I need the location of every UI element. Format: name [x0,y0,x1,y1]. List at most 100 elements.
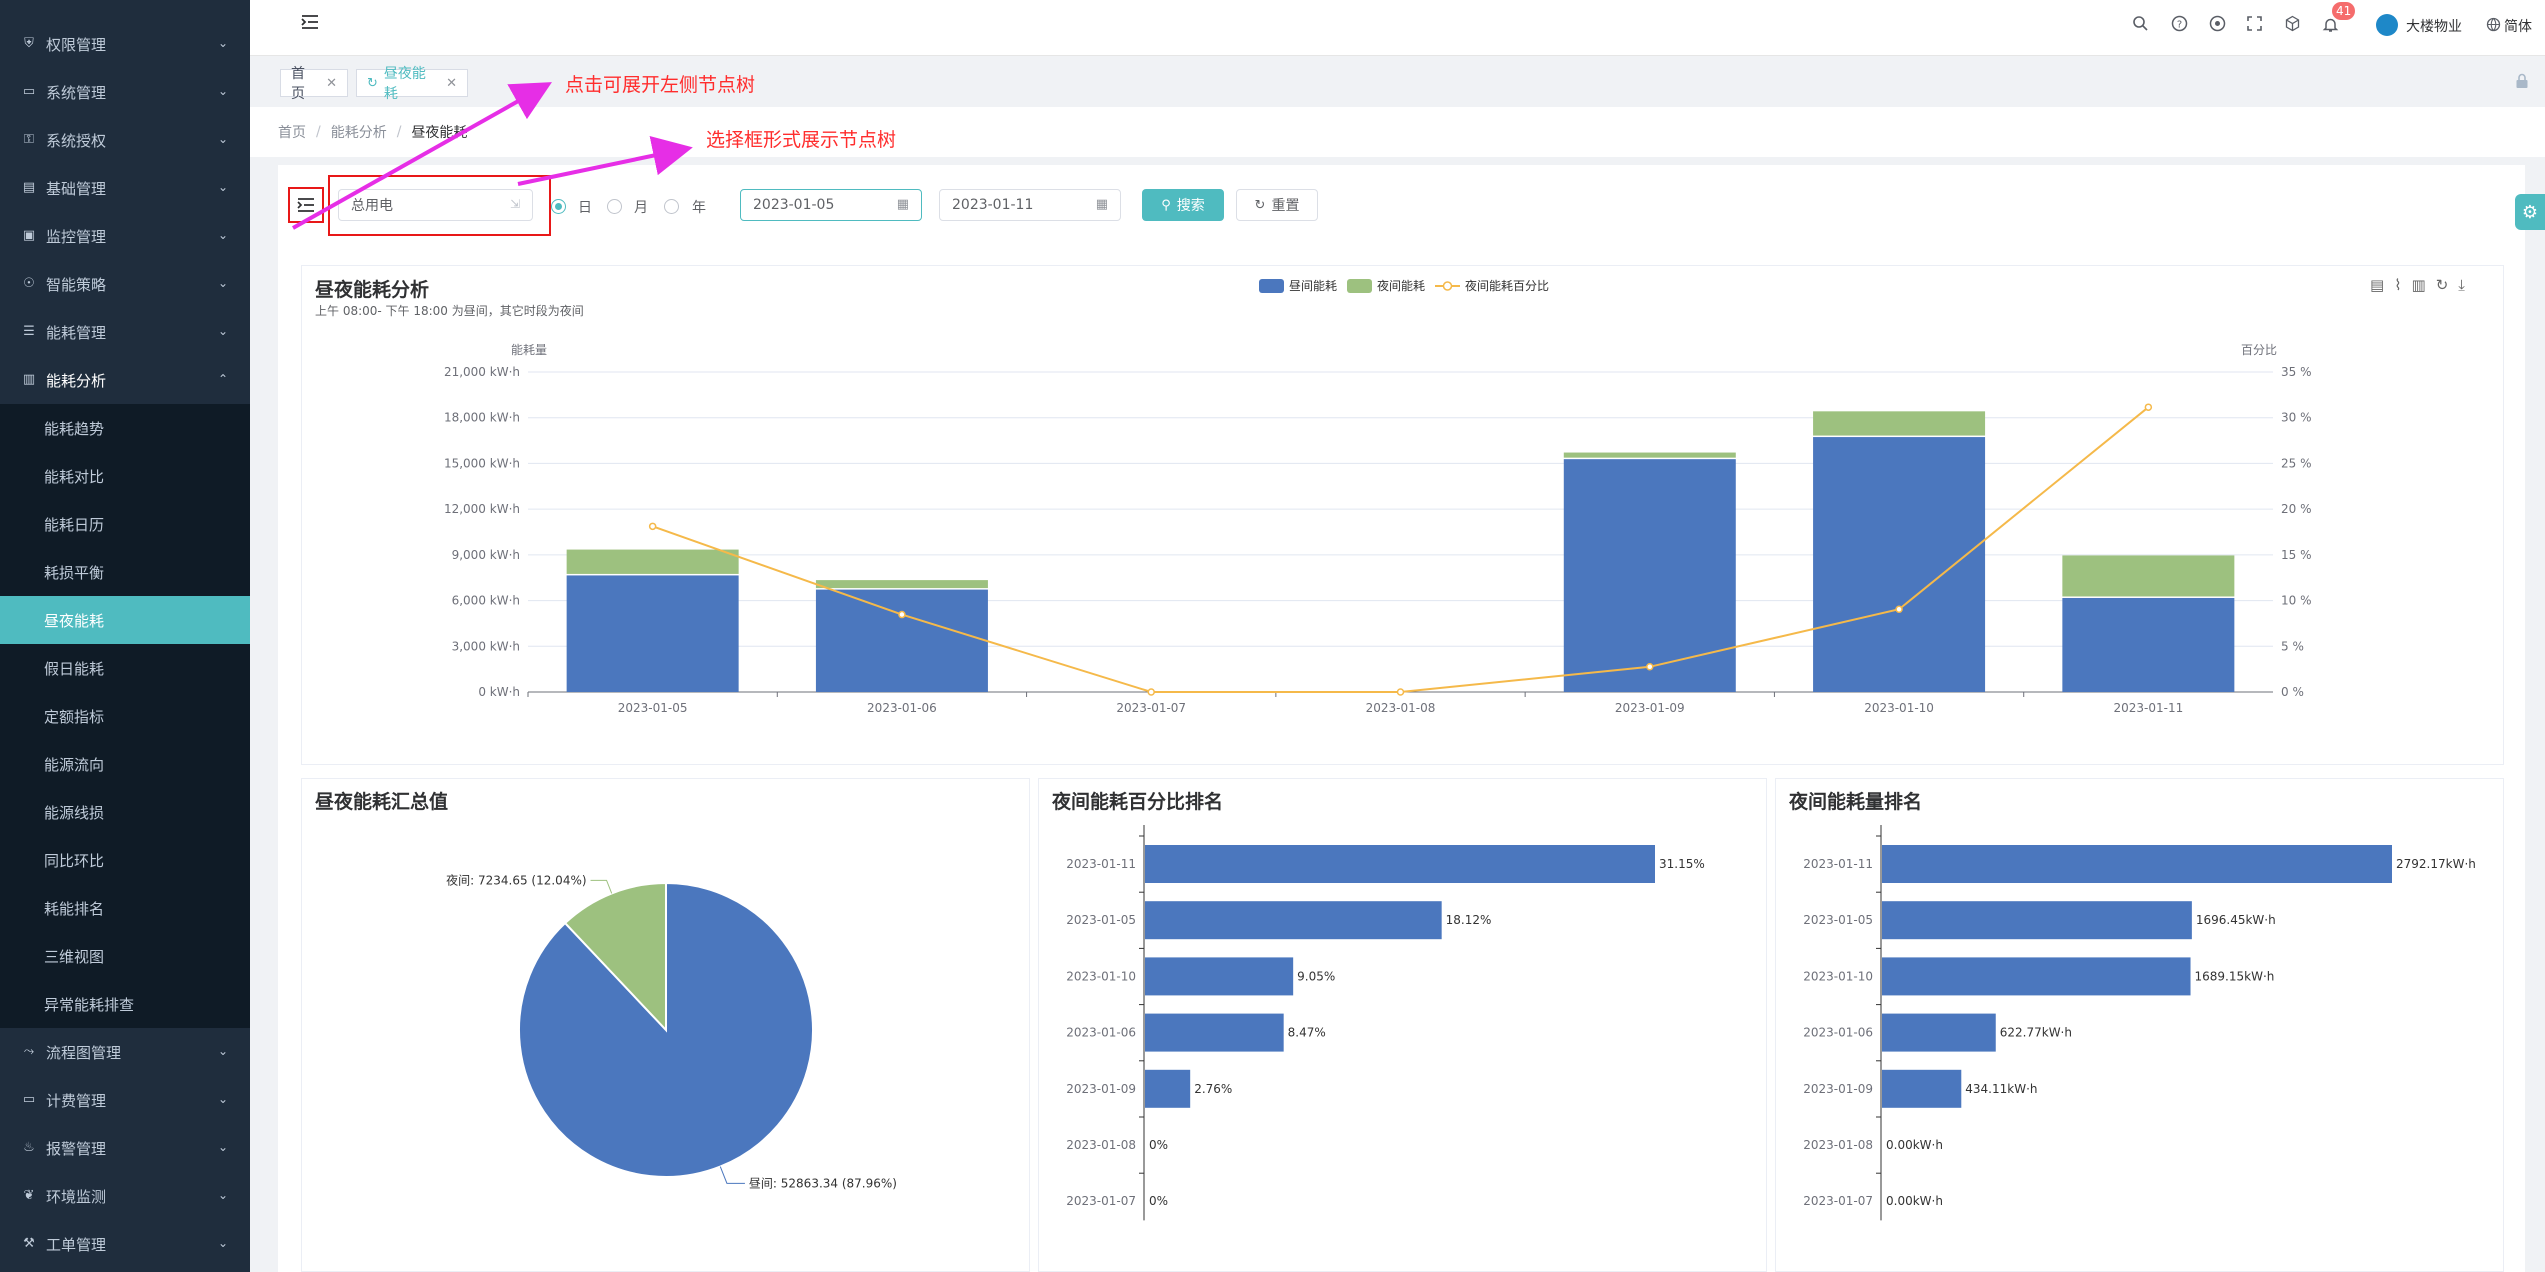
tab-home[interactable]: 首页 ✕ [280,66,348,102]
cube-icon[interactable] [2284,15,2301,32]
language-switch[interactable]: 简体 [2504,19,2532,35]
globe-icon[interactable] [2486,17,2501,32]
sidebar-subitem-8[interactable]: 能源线损 [0,788,250,836]
night-bar [1563,452,1736,458]
rank-bar [1145,1069,1191,1108]
sidebar-item-7[interactable]: ▥ 能耗分析 ⌃ [0,356,250,404]
breadcrumb: 首页 / 能耗分析 / 昼夜能耗 [250,107,2545,157]
reset-button[interactable]: ↻ 重置 [1236,189,1318,221]
start-date-input[interactable]: 2023-01-05 ▦ [740,189,922,221]
rank-bar [1882,1069,1962,1108]
calendar-icon: ▦ [896,197,909,212]
close-icon[interactable]: ✕ [326,75,337,91]
sidebar-bottom-item-4[interactable]: ⚒ 工单管理 ⌄ [0,1220,250,1268]
sidebar-subitem-2[interactable]: 能耗日历 [0,500,250,548]
chevron-down-icon: ⌄ [217,1188,228,1202]
sidebar-item-home[interactable]: ⌂ [0,0,250,16]
sidebar-subitem-12[interactable]: 异常能耗排查 [0,980,250,1028]
y-tick-label: 2023-01-08 [1066,1138,1136,1152]
sidebar-subitem-9[interactable]: 同比环比 [0,836,250,884]
sidebar-subitem-4[interactable]: 昼夜能耗 [0,596,250,644]
sidebar-bottom-item-0[interactable]: ⤳ 流程图管理 ⌄ [0,1028,250,1076]
sidebar-subitem-1[interactable]: 能耗对比 [0,452,250,500]
sidebar-item-5[interactable]: ☉ 智能策略 ⌄ [0,260,250,308]
sidebar-subitem-6[interactable]: 定额指标 [0,692,250,740]
sidebar-item-0[interactable]: ⛨ 权限管理 ⌄ [0,20,250,68]
radio-day[interactable] [551,199,566,214]
bar-value-label: 0.00kW·h [1886,1138,1943,1152]
rank-bar [1145,845,1655,883]
download-icon[interactable]: ⤓ [2458,276,2465,294]
radio-year[interactable] [664,199,679,214]
y-tick-label: 2023-01-05 [1803,913,1873,927]
y-right-tick-label: 5 % [2281,639,2304,653]
restore-icon[interactable]: ↻ [2435,276,2449,294]
pie-label-line [590,879,613,894]
fullscreen-icon[interactable] [2246,15,2263,32]
kwh-rank-chart: 2023-01-11 2792.17kW·h 2023-01-05 1696.45kW… [1803,825,2476,1221]
sidebar-item-1[interactable]: ▭ 系统管理 ⌄ [0,68,250,116]
rank-bar [1145,1013,1284,1052]
search-icon[interactable] [2132,15,2149,32]
sidebar-item-4[interactable]: ▣ 监控管理 ⌄ [0,212,250,260]
bar-value-label: 622.77kW·h [2000,1026,2072,1040]
sidebar-subitem-0[interactable]: 能耗趋势 [0,404,250,452]
x-tick-label: 2023-01-08 [1366,701,1436,715]
avatar[interactable] [2376,14,2398,36]
day-bar [1813,437,1986,692]
gear-icon: ⚙ [2521,201,2539,223]
annotation-expand-tree: 点击可展开左侧节点树 [565,74,756,96]
chevron-down-icon: ⌄ [217,180,228,194]
sidebar-item-2[interactable]: ⚿ 系统授权 ⌄ [0,116,250,164]
sidebar-item-6[interactable]: ☰ 能耗管理 ⌄ [0,308,250,356]
bar-switch-icon[interactable]: ▥ [2411,276,2426,294]
pct-rank-chart: 2023-01-11 31.15% 2023-01-05 18.12% 2023-01-… [1066,825,1705,1221]
y-tick-label: 2023-01-09 [1803,1082,1873,1096]
pct-point [1646,663,1654,671]
top-navbar: ? 41 大楼物业 简体 [250,0,2545,56]
sidebar-subitem-10[interactable]: 耗能排名 [0,884,250,932]
search-icon: ⚲ [1161,197,1171,213]
chevron-down-icon: ⌄ [217,324,228,338]
pct-point [1396,688,1405,696]
refresh-icon: ↻ [367,75,378,91]
hamburger-icon[interactable] [300,12,320,32]
tab-day-night-energy[interactable]: ↻ 昼夜能耗 ✕ [356,66,468,102]
github-icon[interactable] [2209,15,2226,32]
lock-icon[interactable] [2515,73,2529,89]
bell-icon[interactable] [2322,16,2339,33]
database-icon: ▤ [22,180,36,195]
sidebar-subitem-11[interactable]: 三维视图 [0,932,250,980]
y-tick-label: 21,000 kW·h [444,365,520,379]
user-name[interactable]: 大楼物业 [2406,19,2462,35]
search-button[interactable]: ⚲ 搜索 [1142,189,1224,221]
y-tick-label: 0 kW·h [478,685,520,699]
sidebar-subitem-5[interactable]: 假日能耗 [0,644,250,692]
y-right-tick-label: 20 % [2281,502,2312,516]
sidebar-item-3[interactable]: ▤ 基础管理 ⌄ [0,164,250,212]
radio-month[interactable] [607,199,622,214]
y-tick-label: 2023-01-11 [1803,857,1873,871]
flow-icon: ⤳ [23,1044,35,1059]
sidebar-bottom-item-1[interactable]: ▭ 计费管理 ⌄ [0,1076,250,1124]
x-tick-label: 2023-01-09 [1615,701,1685,715]
help-icon[interactable]: ? [2171,15,2188,32]
sidebar-subitem-3[interactable]: 耗损平衡 [0,548,250,596]
sidebar-bottom-item-3[interactable]: ❦ 环境监测 ⌄ [0,1172,250,1220]
pct-rank-title: 夜间能耗百分比排名 [1052,791,1224,813]
data-view-icon[interactable]: ▤ [2370,276,2385,294]
sidebar-bottom-item-2[interactable]: ♨ 报警管理 ⌄ [0,1124,250,1172]
legend-label: 夜间能耗 [1377,278,1425,293]
line-switch-icon[interactable]: ⌇ [2394,276,2402,294]
pie-label: 昼间: 52863.34 (87.96%) [749,1176,897,1190]
leaf-icon: ❦ [23,1188,35,1203]
settings-handle[interactable]: ⚙ [2515,194,2545,230]
breadcrumb-current: 昼夜能耗 [411,125,468,141]
legend-swatch [1347,279,1372,293]
sidebar-subitem-7[interactable]: 能源流向 [0,740,250,788]
end-date-input[interactable]: 2023-01-11 ▦ [939,189,1121,221]
close-icon[interactable]: ✕ [446,75,457,91]
breadcrumb-home[interactable]: 首页 [278,125,306,141]
y-right-tick-label: 25 % [2281,456,2312,470]
breadcrumb-analysis[interactable]: 能耗分析 [330,125,387,141]
